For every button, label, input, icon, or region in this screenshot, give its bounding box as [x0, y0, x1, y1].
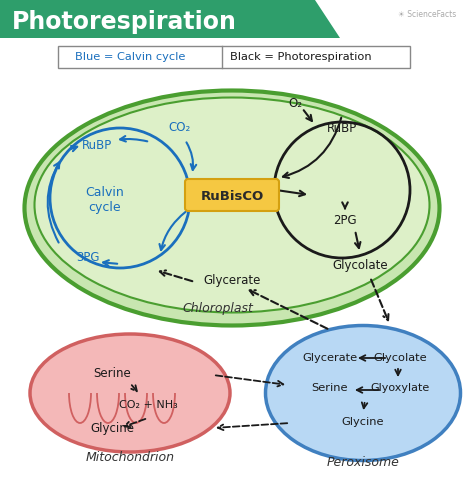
Text: RuBP: RuBP: [327, 121, 357, 135]
Text: Glycolate: Glycolate: [332, 258, 388, 271]
Text: Glycine: Glycine: [90, 421, 134, 434]
Text: 3PG: 3PG: [76, 250, 100, 263]
Text: RuBisCO: RuBisCO: [201, 189, 264, 202]
Text: Glycine: Glycine: [342, 417, 384, 427]
Text: CO₂: CO₂: [169, 120, 191, 134]
Text: Glycolate: Glycolate: [373, 353, 427, 363]
Text: 2PG: 2PG: [333, 214, 357, 227]
Text: CO₂ + NH₃: CO₂ + NH₃: [118, 400, 177, 410]
Text: Blue = Calvin cycle: Blue = Calvin cycle: [75, 52, 185, 62]
Text: ☀ ScienceFacts: ☀ ScienceFacts: [398, 9, 456, 18]
Ellipse shape: [35, 97, 429, 313]
Text: Peroxisome: Peroxisome: [327, 455, 400, 469]
Text: Calvin
cycle: Calvin cycle: [86, 186, 124, 214]
Polygon shape: [0, 0, 340, 38]
Text: Serine: Serine: [93, 366, 131, 380]
Text: Chloroplast: Chloroplast: [182, 302, 254, 315]
Text: Glycerate: Glycerate: [302, 353, 357, 363]
Text: Photorespiration: Photorespiration: [12, 10, 237, 34]
Text: Glyoxylate: Glyoxylate: [370, 383, 429, 393]
FancyBboxPatch shape: [185, 179, 279, 211]
Text: Serine: Serine: [312, 383, 348, 393]
Text: Mitochondrion: Mitochondrion: [85, 450, 174, 464]
Text: Black = Photorespiration: Black = Photorespiration: [230, 52, 372, 62]
Ellipse shape: [30, 334, 230, 452]
Text: Glycerate: Glycerate: [203, 273, 261, 286]
Ellipse shape: [265, 326, 461, 461]
Bar: [58, 46, 410, 68]
Text: RuBP: RuBP: [82, 139, 112, 152]
Text: O₂: O₂: [288, 96, 302, 109]
Ellipse shape: [25, 90, 439, 326]
